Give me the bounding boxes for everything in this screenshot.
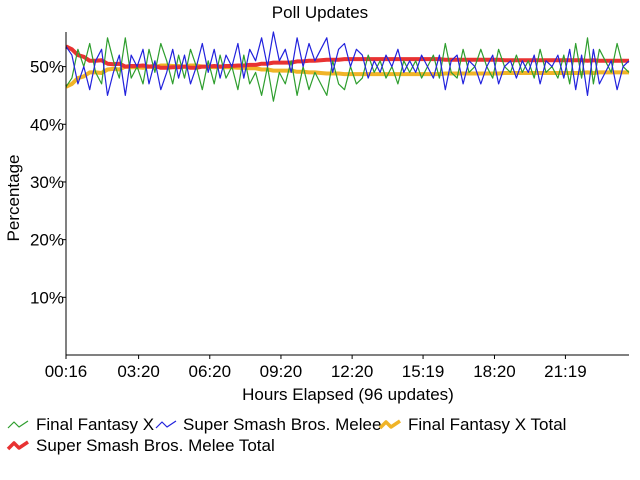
x-tick-label: 06:20 — [189, 362, 232, 381]
x-tick-label: 00:16 — [45, 362, 88, 381]
legend-label: Final Fantasy X — [36, 415, 154, 434]
y-ticks: 10% 20% 30% 40% 50% — [30, 58, 66, 307]
legend-swatch — [6, 440, 29, 451]
chart-title: Poll Updates — [272, 3, 368, 22]
legend-swatch — [7, 420, 29, 429]
legend: Final Fantasy X Super Smash Bros. Melee Fi… — [6, 415, 566, 455]
y-tick-label: 10% — [30, 288, 64, 307]
x-tick-label: 09:20 — [260, 362, 303, 381]
legend-swatch — [155, 420, 177, 429]
plot-lines — [65, 31, 630, 102]
y-axis-title: Percentage — [4, 155, 23, 242]
legend-label: Final Fantasy X Total — [408, 415, 566, 434]
legend-label: Super Smash Bros. Melee Total — [36, 436, 275, 455]
series-line-0 — [65, 37, 630, 102]
y-tick-label: 20% — [30, 231, 64, 250]
y-tick-label: 30% — [30, 173, 64, 192]
legend-swatch — [378, 419, 401, 430]
x-tick-label: 03:20 — [117, 362, 160, 381]
x-tick-label: 21:19 — [544, 362, 587, 381]
y-tick-label: 50% — [30, 58, 64, 77]
x-axis-title: Hours Elapsed (96 updates) — [242, 385, 454, 404]
x-tick-label: 15:19 — [402, 362, 445, 381]
series-line-1 — [65, 31, 630, 97]
legend-label: Super Smash Bros. Melee — [183, 415, 381, 434]
x-tick-label: 12:20 — [331, 362, 374, 381]
y-tick-label: 40% — [30, 115, 64, 134]
x-ticks: 00:16 03:20 06:20 09:20 12:20 15:19 18:20 21:19 — [45, 355, 587, 381]
x-tick-label: 18:20 — [473, 362, 516, 381]
